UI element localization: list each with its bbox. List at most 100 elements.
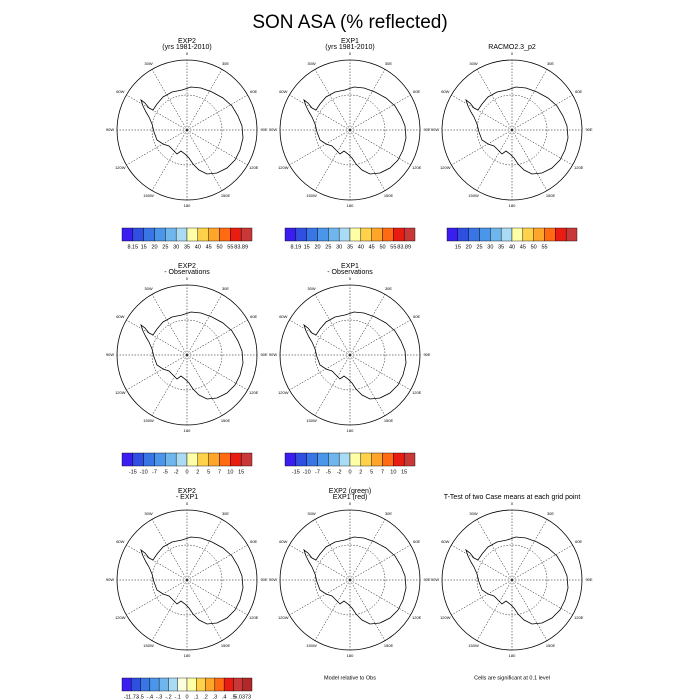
- meridian: [349, 579, 386, 641]
- longitude-label: 90W: [106, 577, 114, 582]
- longitude-label: 60E: [250, 314, 257, 319]
- colorbar-box: [197, 227, 209, 242]
- meridian: [511, 129, 548, 191]
- colorbar-label: -.1: [175, 694, 181, 700]
- longitude-label: 150W: [306, 193, 317, 198]
- colorbar-box: [382, 227, 394, 242]
- meridian: [151, 354, 188, 416]
- colorbar-box: [295, 227, 307, 242]
- meridian: [186, 129, 223, 191]
- meridian: [511, 69, 548, 131]
- meridian: [186, 544, 248, 581]
- map-panel: T-Test of two Case means at each grid po…: [431, 494, 593, 682]
- longitude-label: 60W: [279, 539, 287, 544]
- colorbar-label: 30: [487, 244, 493, 250]
- colorbar-box: [219, 452, 231, 467]
- meridian: [186, 94, 248, 131]
- meridian: [511, 544, 573, 581]
- coastline: [140, 86, 244, 175]
- longitude-label: 90E: [260, 577, 267, 582]
- longitude-label: 30E: [385, 61, 392, 66]
- colorbar-label: 0: [185, 694, 188, 700]
- panel-title: EXP2: [178, 38, 196, 45]
- coastline: [303, 536, 407, 625]
- colorbar-box: [349, 452, 362, 467]
- colorbar-label: 45: [520, 244, 526, 250]
- latitude-circle: [476, 544, 548, 616]
- longitude-label: 0: [186, 276, 189, 281]
- longitude-label: 90W: [431, 127, 439, 132]
- panel-title: T-Test of two Case means at each grid po…: [444, 494, 581, 501]
- longitude-label: 90E: [260, 127, 267, 132]
- colorbar-label: 20: [314, 244, 320, 250]
- longitude-label: 180: [184, 428, 191, 433]
- longitude-label: 0: [511, 51, 514, 56]
- colorbar-box: [295, 452, 307, 467]
- meridian: [186, 69, 223, 131]
- longitude-label: 180: [347, 428, 354, 433]
- colorbar-box: [175, 227, 188, 242]
- longitude-label: 150E: [221, 193, 231, 198]
- colorbar-box: [168, 677, 178, 692]
- meridian: [289, 544, 351, 581]
- longitude-label: 180: [509, 653, 516, 658]
- colorbar-box: [371, 227, 383, 242]
- longitude-label: 150E: [384, 643, 394, 648]
- colorbar-label: 55: [541, 244, 547, 250]
- colorbar-label: 50: [379, 244, 385, 250]
- meridian: [314, 294, 351, 356]
- meridian: [289, 579, 351, 616]
- meridian: [186, 319, 248, 356]
- latitude-circle: [314, 319, 386, 391]
- colorbar-box: [555, 227, 567, 242]
- coastline: [465, 536, 569, 625]
- longitude-label: 30E: [547, 61, 554, 66]
- meridian: [476, 69, 513, 131]
- longitude-label: 60W: [279, 314, 287, 319]
- colorbar-label: 40: [509, 244, 515, 250]
- colorbar-label: -11.73: [124, 694, 139, 700]
- colorbar-label: 15: [141, 244, 147, 250]
- longitude-label: 120E: [412, 390, 422, 395]
- colorbar-label: 35: [347, 244, 353, 250]
- meridian: [186, 579, 248, 616]
- longitude-label: 30W: [144, 511, 152, 516]
- map-panel: EXP2- EXP1030E60E90E120E150E180150W120W9…: [106, 488, 268, 700]
- longitude-label: 0: [186, 501, 189, 506]
- latitude-circle: [476, 94, 548, 166]
- colorbar-label: 20: [151, 244, 157, 250]
- longitude-label: 90W: [106, 127, 114, 132]
- colorbar-label: -10: [303, 469, 311, 475]
- colorbar-label: 15: [401, 469, 407, 475]
- colorbar-label: -2: [337, 469, 342, 475]
- colorbar-box: [242, 677, 253, 692]
- colorbar-label: 45: [206, 244, 212, 250]
- colorbar-box: [360, 227, 372, 242]
- longitude-label: 60W: [279, 89, 287, 94]
- longitude-label: 150W: [468, 193, 479, 198]
- colorbar-label: 45: [369, 244, 375, 250]
- meridian: [451, 544, 513, 581]
- meridian: [151, 129, 188, 191]
- colorbar-label: 83.89: [234, 244, 248, 250]
- longitude-label: 30W: [469, 61, 477, 66]
- meridian: [186, 519, 223, 581]
- longitude-label: 120E: [412, 615, 422, 620]
- longitude-label: 30E: [222, 286, 229, 291]
- colorbar-box: [306, 227, 318, 242]
- longitude-label: 180: [184, 203, 191, 208]
- colorbar-box: [177, 677, 188, 692]
- meridian: [314, 354, 351, 416]
- colorbar-box: [132, 227, 144, 242]
- colorbar-box: [165, 452, 177, 467]
- meridian: [349, 579, 411, 616]
- colorbar-box: [393, 227, 405, 242]
- colorbar-box: [468, 227, 480, 242]
- colorbar-box: [196, 677, 206, 692]
- latitude-circle: [314, 544, 386, 616]
- colorbar-box: [205, 677, 216, 692]
- colorbar-label: 5.0373: [234, 694, 251, 700]
- colorbar-box: [149, 677, 160, 692]
- meridian: [349, 319, 411, 356]
